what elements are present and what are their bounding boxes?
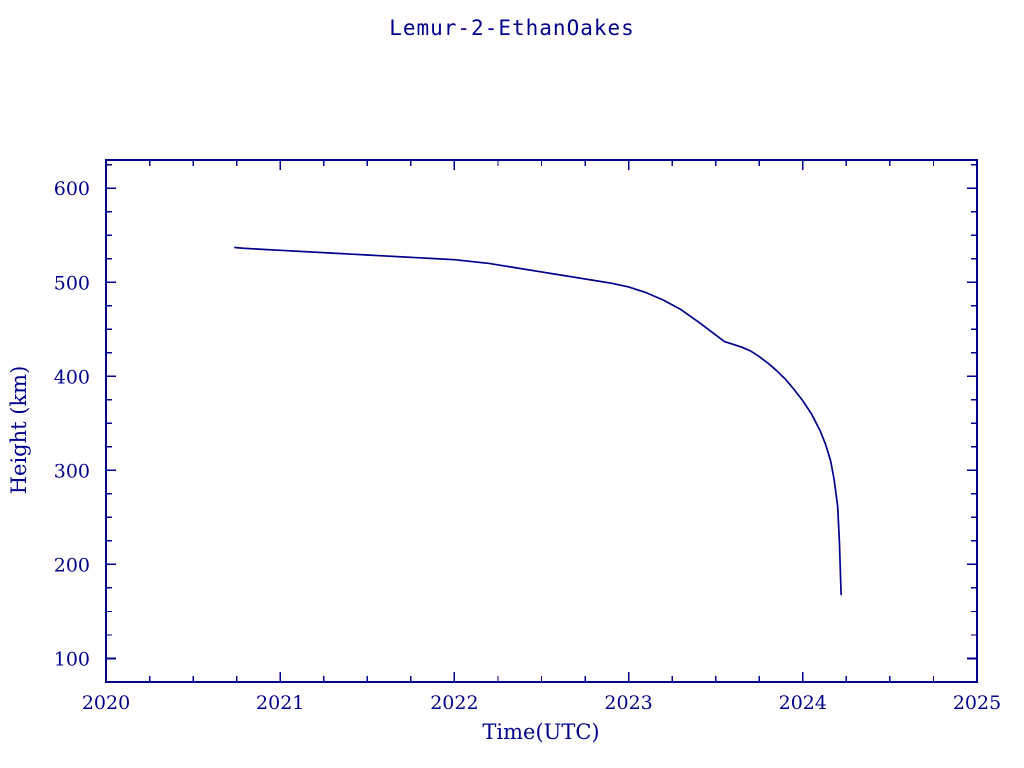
x-tick-label: 2020 xyxy=(82,692,130,714)
x-tick-label: 2024 xyxy=(779,692,827,714)
x-axis-tick-labels: 2020 2021 2022 2023 2024 2025 xyxy=(82,692,1001,714)
y-tick-label: 300 xyxy=(54,460,90,482)
y-tick-label: 400 xyxy=(54,366,90,388)
x-tick-label: 2025 xyxy=(953,692,1001,714)
x-tick-label: 2021 xyxy=(256,692,304,714)
y-axis-tick-labels: 100 200 300 400 500 600 xyxy=(54,178,90,670)
y-axis-title: Height (km) xyxy=(7,366,31,495)
y-tick-label: 200 xyxy=(54,554,90,576)
page-title: Lemur-2-EthanOakes xyxy=(389,16,635,40)
x-tick-label: 2022 xyxy=(430,692,478,714)
plot-frame xyxy=(105,159,978,683)
y-tick-label: 100 xyxy=(54,648,90,670)
y-tick-label: 500 xyxy=(54,272,90,294)
height-decay-curve xyxy=(234,246,842,596)
y-tick-label: 600 xyxy=(54,178,90,200)
x-axis-title: Time(UTC) xyxy=(482,720,599,744)
y-axis-ticks xyxy=(106,164,977,683)
x-tick-label: 2023 xyxy=(604,692,652,714)
x-axis-ticks xyxy=(105,160,978,682)
